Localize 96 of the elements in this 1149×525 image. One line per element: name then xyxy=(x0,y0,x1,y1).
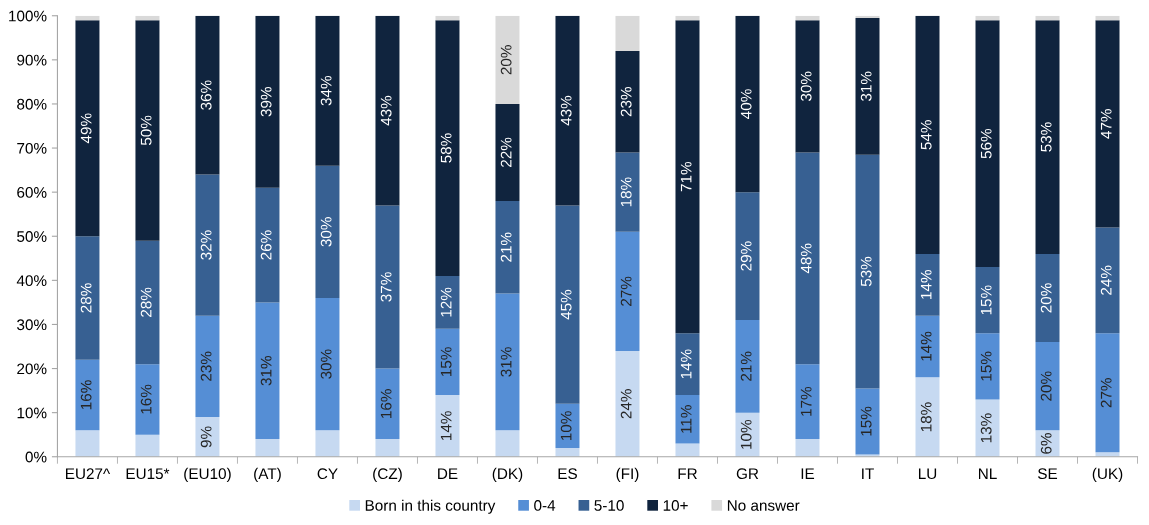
x-tick-label: IE xyxy=(801,468,815,479)
x-tick-label: EU27^ xyxy=(66,468,111,480)
y-tick-label: 80% xyxy=(17,98,47,110)
x-tick-label: IT xyxy=(862,468,874,479)
x-tick-label: (EU10) xyxy=(184,467,231,483)
data-label: 28% xyxy=(140,287,152,317)
legend-label: 5-10 xyxy=(594,500,624,511)
y-tick-label: 100% xyxy=(9,10,47,22)
data-label: 54% xyxy=(920,120,932,150)
data-label: 20% xyxy=(1040,371,1052,401)
legend-label: No answer xyxy=(727,500,800,511)
data-label: 6% xyxy=(1040,433,1052,454)
data-label: 31% xyxy=(860,71,872,102)
data-label: 43% xyxy=(560,95,572,126)
data-label: 18% xyxy=(620,177,632,207)
legend-label: Born in this country xyxy=(365,499,496,514)
data-label: 53% xyxy=(860,256,872,287)
data-label: 24% xyxy=(1100,265,1112,295)
data-label: 26% xyxy=(260,230,272,260)
data-label: 71% xyxy=(680,161,692,192)
data-label: 37% xyxy=(380,272,392,302)
data-label: 14% xyxy=(680,349,692,379)
data-label: 23% xyxy=(620,87,632,117)
x-tick-label: SE xyxy=(1038,468,1058,480)
data-label: 53% xyxy=(1040,122,1052,152)
y-tick-label: 70% xyxy=(17,142,47,154)
y-tick-label: 0% xyxy=(25,451,47,463)
data-label: 29% xyxy=(740,241,752,271)
data-label: 21% xyxy=(740,351,752,381)
x-tick-label: (UK) xyxy=(1092,467,1123,483)
x-tick-label: (CZ) xyxy=(373,467,402,483)
data-label: 15% xyxy=(980,285,992,315)
data-label: 10% xyxy=(740,419,752,449)
data-label: 31% xyxy=(500,347,512,377)
x-tick-label: (FI) xyxy=(616,467,639,483)
x-tick-label: GR xyxy=(736,468,759,480)
data-label: 18% xyxy=(920,402,932,432)
data-label: 16% xyxy=(380,389,392,418)
data-label: 14% xyxy=(440,411,452,440)
x-tick-label: DE xyxy=(438,468,458,479)
data-label: 45% xyxy=(560,289,572,320)
data-label: 36% xyxy=(200,80,212,110)
data-label: 12% xyxy=(440,287,452,317)
data-label: 23% xyxy=(200,351,212,381)
legend-label: 10+ xyxy=(663,500,688,511)
data-label: 32% xyxy=(200,230,212,260)
data-label: 16% xyxy=(80,380,92,410)
x-tick-label: FR xyxy=(678,468,697,479)
data-label: 58% xyxy=(440,133,452,163)
x-tick-label: LU xyxy=(918,468,937,480)
y-tick-label: 40% xyxy=(16,275,47,287)
data-label: 31% xyxy=(260,356,272,386)
data-label: 40% xyxy=(740,89,752,119)
y-tick-label: 60% xyxy=(17,187,47,198)
data-label: 15% xyxy=(980,351,992,381)
data-label: 49% xyxy=(80,113,92,144)
data-label: 30% xyxy=(320,217,332,247)
y-tick-label: 50% xyxy=(17,231,47,242)
data-label: 11% xyxy=(680,405,692,433)
legend-label: 0-4 xyxy=(534,500,556,511)
y-tick-label: 30% xyxy=(17,319,47,331)
data-label: 15% xyxy=(860,406,872,436)
x-tick-label: NL xyxy=(978,468,997,479)
y-tick-label: 10% xyxy=(17,407,47,419)
data-label: 48% xyxy=(800,243,812,274)
data-label: 27% xyxy=(1100,378,1112,408)
data-label: 9% xyxy=(200,426,212,448)
x-tick-label: ES xyxy=(558,468,577,480)
data-label: 21% xyxy=(500,232,512,262)
data-label: 28% xyxy=(80,283,92,313)
data-label: 50% xyxy=(140,115,152,146)
x-tick-label: EU15* xyxy=(126,468,170,480)
data-label: 14% xyxy=(920,270,932,299)
data-label: 24% xyxy=(620,389,632,419)
y-tick-label: 20% xyxy=(17,363,47,375)
data-label: 27% xyxy=(620,276,632,306)
data-label: 20% xyxy=(1040,283,1052,313)
x-tick-label: CY xyxy=(317,468,338,480)
data-label: 14% xyxy=(920,331,932,361)
data-label: 34% xyxy=(320,75,332,106)
data-label: 17% xyxy=(800,386,812,416)
data-label: 22% xyxy=(500,137,512,167)
data-label: 30% xyxy=(320,349,332,379)
data-label: 43% xyxy=(380,95,392,126)
data-label: 47% xyxy=(1100,109,1112,139)
data-label: 10% xyxy=(560,411,572,440)
data-label: 30% xyxy=(800,71,812,102)
data-label: 56% xyxy=(980,128,992,159)
x-tick-label: (AT) xyxy=(254,467,281,483)
data-label: 13% xyxy=(980,413,992,443)
y-tick-label: 90% xyxy=(17,54,47,66)
data-label: 39% xyxy=(260,87,272,117)
data-label: 15% xyxy=(440,347,452,377)
data-label: 20% xyxy=(500,45,512,75)
x-tick-label: (DK) xyxy=(492,467,523,483)
data-label: 16% xyxy=(140,384,152,414)
